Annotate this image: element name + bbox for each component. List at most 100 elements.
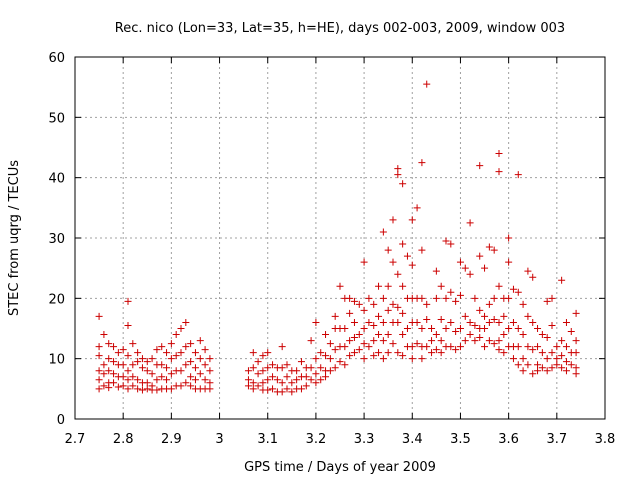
data-point [110,379,118,387]
y-tick-label: 20 [48,292,65,307]
data-point [558,337,566,345]
data-point [490,294,498,302]
data-point [350,318,358,326]
data-point [514,171,522,179]
data-point [148,355,156,363]
data-point [519,355,527,363]
data-point [124,376,132,384]
data-point [201,361,209,369]
data-point [110,343,118,351]
data-point [331,312,339,320]
x-tick-label: 2.9 [161,432,182,447]
data-point [447,318,455,326]
data-point [490,340,498,348]
data-point [432,267,440,275]
data-point [538,349,546,357]
data-point [177,349,185,357]
data-point [524,343,532,351]
data-point [500,349,508,357]
data-point [394,318,402,326]
data-point [206,379,214,387]
y-tick-labels: 0 10 20 30 40 50 60 [48,51,65,428]
data-point [317,376,325,384]
data-point [461,337,469,345]
data-point [553,355,561,363]
data-point [187,373,195,381]
data-point [432,331,440,339]
data-point [326,340,334,348]
data-point [177,325,185,332]
data-point [370,337,378,345]
data-point [206,385,214,393]
data-point [167,385,175,393]
data-point [201,376,209,384]
data-point [481,264,489,272]
data-point [95,343,103,351]
data-point [384,331,392,339]
data-point [481,325,489,332]
data-point [134,376,142,384]
data-point [360,258,368,266]
data-point [297,385,305,393]
data-point [264,376,272,384]
data-point [543,367,551,375]
y-tick-label: 50 [48,111,65,126]
data-point [312,379,320,387]
data-point [437,315,445,323]
data-point [384,349,392,357]
data-point [509,285,517,293]
data-point [244,382,252,390]
data-point [485,318,493,326]
data-point [346,309,354,317]
data-point [177,367,185,375]
data-point [100,370,108,378]
data-point [365,318,373,326]
chart-title: Rec. nico (Lon=33, Lat=35, h=HE), days 0… [115,21,565,36]
data-point [196,337,204,345]
x-tick-label: 3.6 [498,432,519,447]
data-point [529,318,537,326]
data-point [153,346,161,354]
data-point [283,361,291,369]
data-point [100,382,108,390]
data-point [490,246,498,254]
data-point [346,337,354,345]
data-point [389,258,397,266]
data-point [413,204,421,212]
data-point [418,325,426,332]
data-point [317,364,325,372]
data-point [375,331,383,339]
data-point [399,331,407,339]
data-point [307,376,315,384]
data-point [187,340,195,348]
data-point [148,370,156,378]
data-point [384,282,392,290]
data-point [389,340,397,348]
data-point [389,300,397,308]
data-point [500,331,508,339]
data-point [509,355,517,363]
data-point [572,337,580,345]
data-point [558,352,566,360]
data-point [158,373,166,381]
data-point [293,367,301,375]
x-tick-label: 3.2 [306,432,327,447]
data-point [302,382,310,390]
data-point [379,337,387,345]
data-point [428,349,436,357]
data-point [269,361,277,369]
data-point [461,264,469,272]
data-point [485,243,493,251]
data-point [119,346,127,354]
data-point [254,358,262,366]
data-point [495,150,503,158]
data-point [524,312,532,320]
data-point [423,80,431,88]
data-point [124,297,132,305]
data-point [143,385,151,393]
data-point [269,373,277,381]
data-point [442,325,450,332]
data-point [394,165,402,173]
data-point [495,337,503,345]
data-point [163,349,171,357]
